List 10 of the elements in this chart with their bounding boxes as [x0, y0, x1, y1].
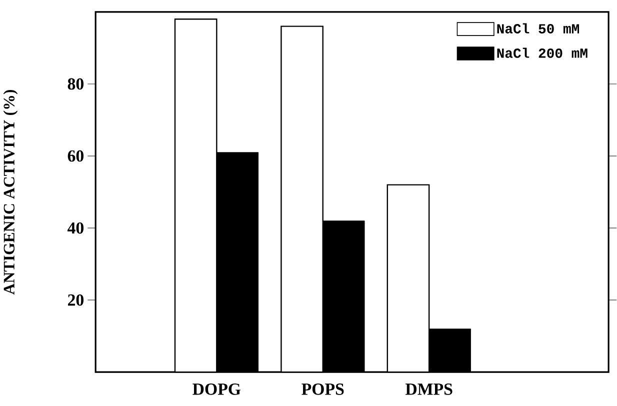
y-tick-label: 80	[68, 78, 84, 90]
legend-label: NaCl 50 mM	[497, 23, 580, 34]
y-tick-label: 20	[68, 294, 84, 306]
y-axis-title: ANTIGENIC ACTIVITY (%)	[3, 90, 18, 295]
y-tick-label: 40	[68, 222, 84, 234]
legend-label: NaCl 200 mM	[497, 48, 588, 58]
x-tick-label: DMPS	[405, 384, 452, 395]
x-tick-label: DOPG	[192, 384, 241, 395]
y-tick-label: 60	[68, 150, 84, 162]
x-tick-label: POPS	[302, 384, 344, 395]
